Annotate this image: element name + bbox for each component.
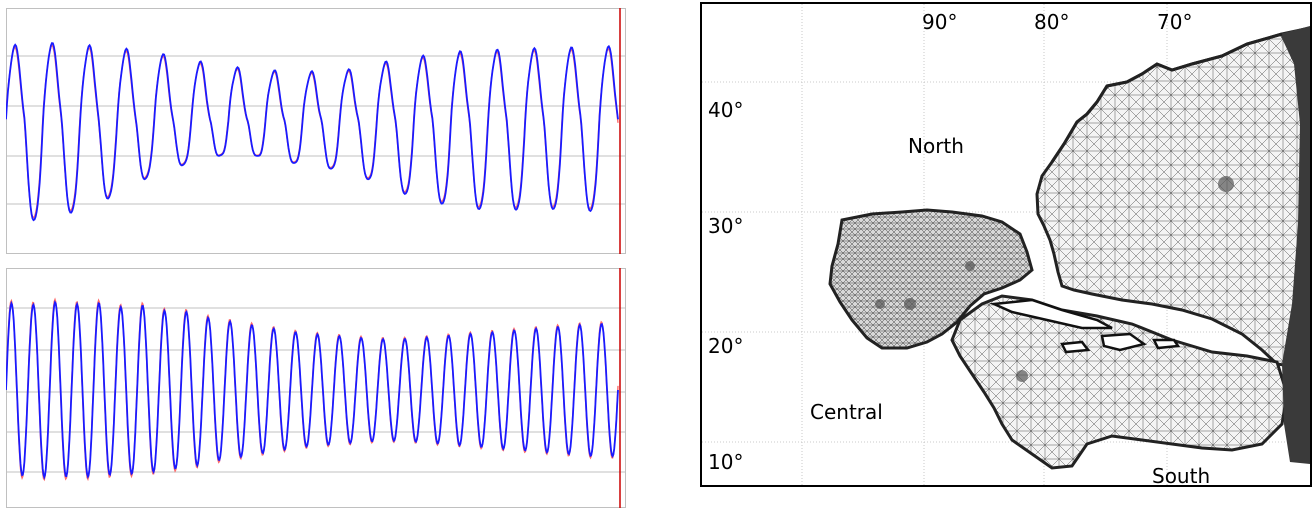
tide-chart-bottom-svg [6, 268, 626, 508]
lon-label-3: 70° [1157, 10, 1193, 34]
lon-label-1: 90° [922, 10, 958, 34]
tide-chart-bottom [6, 268, 626, 508]
lat-label-4: 10° [708, 450, 744, 474]
mesh-gulf-region [828, 208, 1034, 350]
plot-frame [6, 8, 626, 254]
map-islands [989, 298, 1181, 354]
lat-label-2: 30° [708, 214, 744, 238]
series-model-line [6, 44, 619, 219]
region-label-central: Central [810, 400, 883, 424]
mesh-caribbean-region [950, 294, 1289, 470]
tide-chart-top [6, 8, 626, 254]
series-observed-line [6, 42, 619, 222]
lat-label-3: 20° [708, 334, 744, 358]
map-mesh-hotspots [875, 176, 1234, 382]
lat-label-1: 40° [708, 98, 744, 122]
map-coastline-north [1050, 32, 1283, 163]
region-label-north: North [908, 134, 964, 158]
series-observed-line [6, 300, 619, 480]
mesh-map-svg [702, 4, 1310, 485]
map-coastline-east [1280, 26, 1310, 464]
lon-label-2: 80° [1034, 10, 1070, 34]
tide-chart-top-svg [6, 8, 626, 254]
region-label-south: South [1152, 464, 1211, 487]
mesh-map: 90° 80° 70° 40° 30° 20° 10° North Centra… [700, 2, 1312, 487]
